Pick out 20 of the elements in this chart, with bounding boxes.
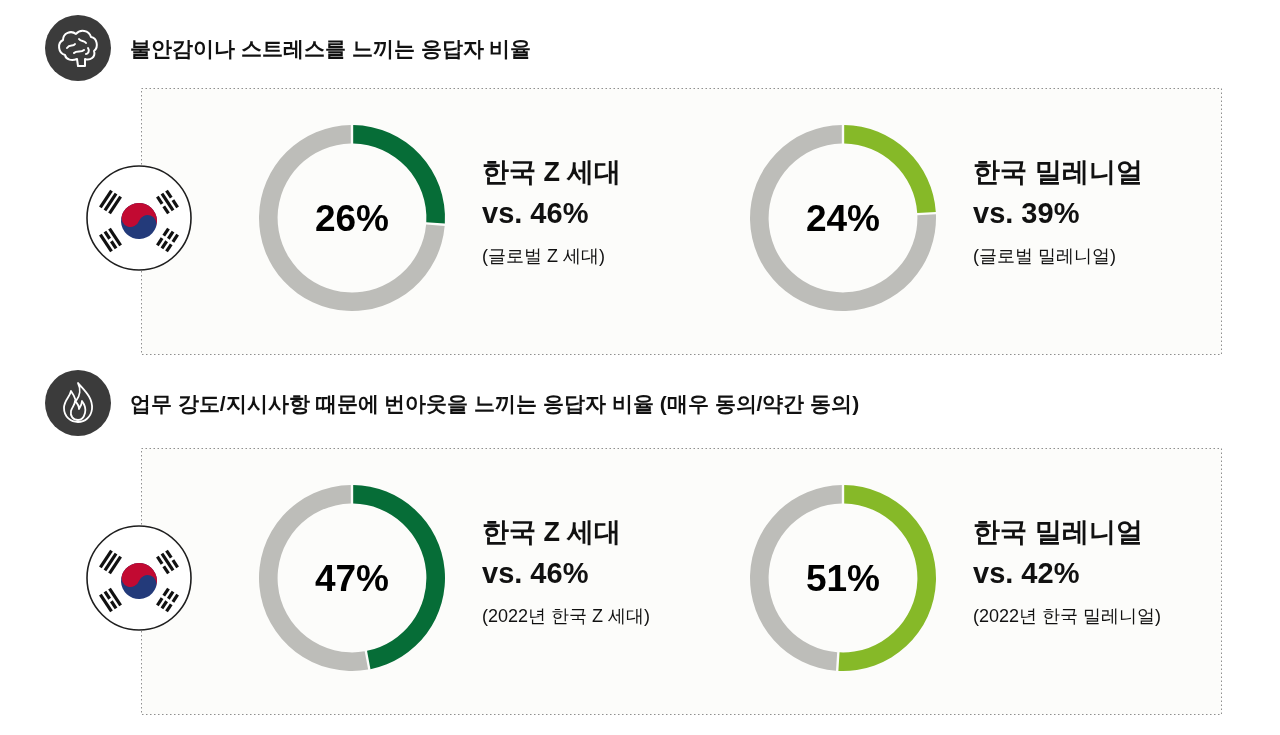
text: vs. 46% (482, 197, 589, 229)
text: 한국 Z 세대 (482, 157, 622, 187)
text: 업무 강도/지시사항 때문에 번아웃을 느끼는 응답자 비율 (매우 동의/약간 동의) (130, 392, 860, 415)
text: vs. 46% (482, 557, 589, 589)
donut-slice (259, 125, 445, 311)
text: (2022년 한국 밀레니얼) (973, 606, 1162, 626)
text: 26% (314, 198, 390, 239)
text: 24% (805, 198, 881, 239)
text: 한국 밀레니얼 (973, 157, 1143, 187)
donut-slice (750, 125, 936, 311)
text: (2022년 한국 Z 세대) (482, 606, 651, 626)
text: (글로벌 밀레니얼) (973, 246, 1116, 266)
text: (글로벌 Z 세대) (482, 246, 605, 266)
text: 47% (314, 558, 390, 599)
text: vs. 39% (973, 197, 1080, 229)
text: 한국 밀레니얼 (973, 517, 1143, 547)
text: vs. 42% (973, 557, 1080, 589)
chart-title: 불안감이나 스트레스를 느끼는 응답자 비율 (130, 37, 532, 60)
text: 한국 Z 세대 (482, 517, 622, 547)
text: 51% (805, 558, 881, 599)
